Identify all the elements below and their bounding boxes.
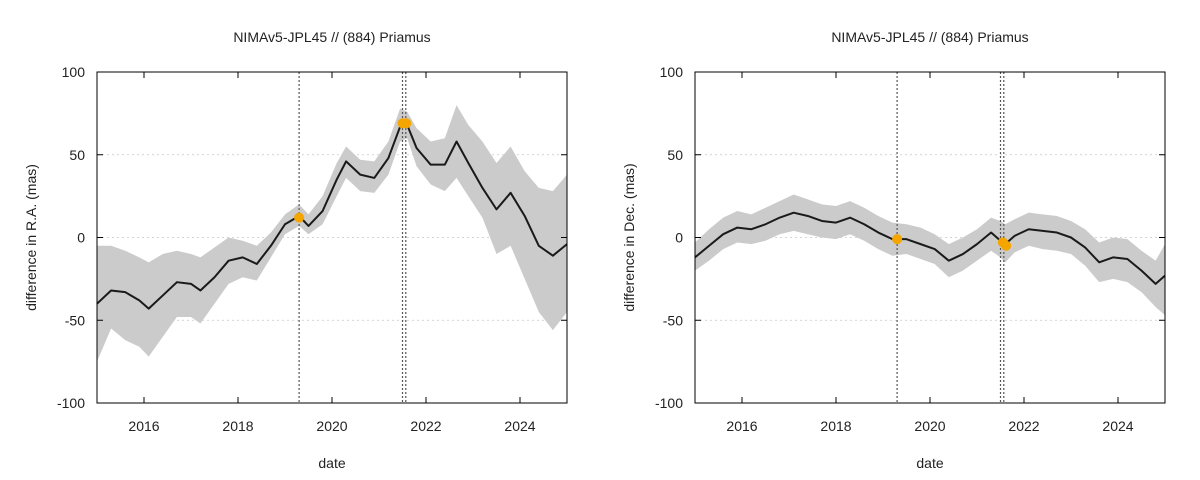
x-tick-label: 2020	[316, 418, 347, 434]
y-tick-label: -100	[57, 395, 85, 411]
observation-marker	[401, 118, 412, 129]
ra-panel: NIMAv5-JPL45 // (884) Priamus 2016 2018 20…	[23, 29, 568, 471]
axis-ticks: 2016 2018 2020 2022 2024 -100 -50 0 50 100	[655, 64, 1165, 434]
y-tick-label: -50	[663, 312, 683, 328]
series-line	[96, 123, 568, 310]
uncertainty-band-layer	[97, 105, 567, 362]
chart-title: NIMAv5-JPL45 // (884) Priamus	[233, 29, 430, 45]
series-line-layer	[96, 123, 568, 310]
y-tick-label: 50	[69, 147, 85, 163]
uncertainty-band-layer	[695, 194, 1165, 316]
observation-markers	[294, 118, 412, 223]
observation-markers	[892, 234, 1012, 251]
y-tick-label: 0	[77, 230, 85, 246]
y-tick-label: 100	[660, 64, 684, 80]
x-tick-label: 2022	[410, 418, 441, 434]
x-tick-label: 2016	[128, 418, 159, 434]
series-line-layer	[694, 211, 1166, 285]
observation-marker	[1001, 240, 1012, 251]
y-tick-label: 0	[675, 230, 683, 246]
x-axis-label: date	[916, 455, 943, 471]
y-tick-label: -100	[655, 395, 683, 411]
y-axis-label: difference in Dec. (mas)	[621, 163, 637, 311]
x-tick-label: 2024	[504, 418, 535, 434]
chart-title: NIMAv5-JPL45 // (884) Priamus	[831, 29, 1028, 45]
y-tick-label: 100	[62, 64, 86, 80]
x-tick-label: 2016	[726, 418, 757, 434]
y-tick-label: 50	[667, 147, 683, 163]
uncertainty-band	[97, 105, 567, 362]
x-axis-label: date	[318, 455, 345, 471]
x-tick-label: 2024	[1102, 418, 1133, 434]
x-tick-label: 2018	[820, 418, 851, 434]
series-line	[694, 211, 1166, 285]
dec-panel: NIMAv5-JPL45 // (884) Priamus 2016 2018 20…	[621, 29, 1166, 471]
uncertainty-band	[695, 194, 1165, 316]
y-tick-label: -50	[65, 312, 85, 328]
x-tick-label: 2022	[1008, 418, 1039, 434]
x-tick-label: 2020	[914, 418, 945, 434]
observation-marker	[294, 212, 305, 223]
observation-marker	[892, 234, 903, 245]
axis-ticks: 2016 2018 2020 2022 2024 -100 -50 0 50 100	[57, 64, 567, 434]
event-lines	[298, 72, 407, 403]
y-axis-label: difference in R.A. (mas)	[23, 164, 39, 311]
x-tick-label: 2018	[222, 418, 253, 434]
